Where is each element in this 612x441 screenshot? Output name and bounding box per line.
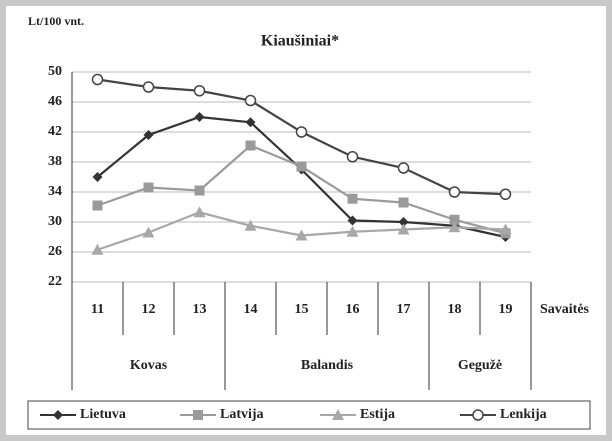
legend-label: Latvija	[220, 407, 264, 422]
x-tick-label: 18	[448, 302, 462, 317]
data-point	[143, 130, 154, 140]
data-point	[448, 186, 461, 198]
x-tick-label: 15	[295, 302, 309, 317]
data-point	[142, 226, 155, 238]
data-point	[142, 81, 155, 93]
y-axis-label: Lt/100 vnt.	[28, 14, 84, 28]
x-tick-label: 11	[91, 302, 104, 317]
data-point	[346, 151, 359, 163]
legend-label: Lietuva	[80, 407, 126, 422]
data-point	[296, 161, 307, 172]
data-point	[92, 200, 103, 211]
data-point	[245, 140, 256, 151]
data-point	[193, 85, 206, 97]
y-tick-label: 26	[48, 244, 62, 259]
x-tick-label: 19	[499, 302, 513, 317]
y-tick-label: 38	[48, 154, 62, 169]
y-tick-label: 46	[48, 94, 62, 109]
data-point	[397, 223, 410, 235]
data-point	[92, 172, 103, 182]
data-point	[143, 182, 154, 193]
group-label: Kovas	[130, 358, 168, 373]
data-point	[194, 185, 205, 196]
data-point	[499, 223, 512, 235]
x-tick-label: 12	[142, 302, 156, 317]
y-tick-label: 50	[48, 64, 62, 79]
legend-label: Lenkija	[500, 407, 547, 422]
data-point	[295, 126, 308, 138]
data-point	[449, 214, 460, 225]
data-point	[346, 225, 359, 237]
legend-marker	[193, 410, 203, 420]
data-point	[245, 117, 256, 128]
data-point	[194, 112, 205, 122]
data-point	[347, 215, 358, 226]
data-point	[448, 221, 461, 233]
legend-label: Estija	[360, 407, 395, 422]
x-axis-label: Savaitės	[540, 302, 590, 317]
legend-marker	[53, 410, 63, 420]
group-label: Balandis	[301, 358, 354, 373]
legend-box	[27, 400, 591, 430]
group-label: Gegužė	[458, 358, 502, 373]
x-tick-label: 14	[244, 302, 258, 317]
data-point	[397, 162, 410, 174]
x-tick-label: 13	[193, 302, 207, 317]
legend-marker	[332, 409, 344, 420]
data-point	[193, 206, 206, 218]
data-point	[91, 73, 104, 86]
x-tick-label: 16	[346, 302, 360, 317]
x-tick-label: 17	[397, 302, 411, 317]
data-point	[398, 217, 409, 227]
data-point	[91, 243, 104, 255]
y-tick-label: 42	[48, 124, 62, 139]
y-tick-label: 30	[48, 214, 62, 229]
data-point	[347, 193, 358, 204]
data-point	[499, 188, 512, 200]
y-tick-label: 34	[48, 184, 62, 199]
data-point	[295, 229, 308, 241]
data-point	[244, 219, 257, 231]
data-point	[244, 94, 257, 107]
y-tick-label: 22	[48, 274, 62, 289]
chart-title: Kiaušiniai*	[261, 33, 339, 50]
legend-marker	[472, 409, 484, 421]
data-point	[398, 197, 409, 208]
